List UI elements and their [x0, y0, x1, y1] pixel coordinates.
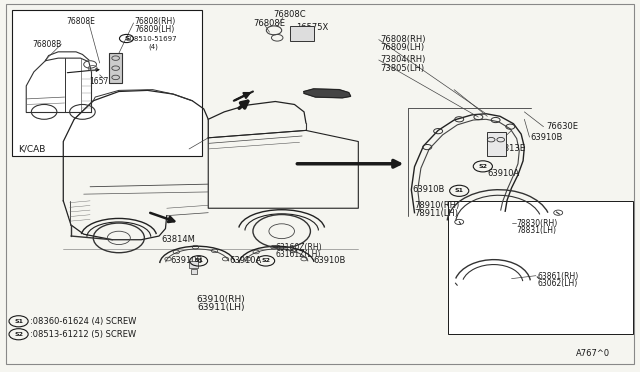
Bar [290, 26, 314, 41]
Text: S2: S2 [14, 332, 23, 337]
Text: 63814M: 63814M [162, 235, 195, 244]
Text: 76808E: 76808E [253, 19, 285, 28]
Text: 76808E: 76808E [66, 17, 95, 26]
Text: 63910B: 63910B [413, 185, 445, 194]
Text: (4): (4) [149, 44, 159, 50]
Bar [12, 10, 202, 156]
Bar [191, 269, 197, 274]
Text: 78910(RH): 78910(RH) [415, 201, 460, 210]
Text: 73804(RH): 73804(RH) [381, 55, 426, 64]
Text: 76809(LH): 76809(LH) [381, 43, 425, 52]
Bar [448, 201, 633, 334]
Text: S1: S1 [454, 188, 464, 193]
Text: 76808C: 76808C [273, 10, 306, 19]
Text: 73805(LH): 73805(LH) [381, 64, 425, 73]
Text: 76808B: 76808B [33, 40, 62, 49]
Text: 63813E: 63813E [493, 144, 525, 153]
Text: 16575X: 16575X [296, 23, 328, 32]
Text: 63910A: 63910A [229, 256, 262, 265]
Text: 63910B: 63910B [531, 132, 563, 142]
Text: 76630E: 76630E [546, 122, 578, 131]
Text: :08513-61212 (5) SCREW: :08513-61212 (5) SCREW [30, 330, 136, 339]
Text: K/CAB: K/CAB [19, 144, 46, 153]
Text: 63910B: 63910B [170, 256, 202, 265]
Bar [189, 261, 198, 267]
Text: 63161Z(LH): 63161Z(LH) [275, 250, 321, 259]
Text: 76808(RH): 76808(RH) [135, 17, 176, 26]
Text: S1: S1 [14, 319, 23, 324]
Text: 76808(RH): 76808(RH) [381, 35, 426, 44]
Text: 63911(LH): 63911(LH) [197, 303, 244, 312]
Text: 78830(RH): 78830(RH) [516, 219, 558, 228]
Bar [487, 132, 506, 156]
Polygon shape [304, 89, 351, 98]
Text: S2: S2 [478, 164, 487, 169]
Text: 78911(LH): 78911(LH) [415, 209, 458, 218]
Text: 63910A: 63910A [487, 169, 520, 177]
Text: 16575X: 16575X [89, 77, 118, 86]
Text: 63062(LH): 63062(LH) [537, 279, 577, 288]
Text: 63160Z(RH): 63160Z(RH) [275, 243, 322, 251]
Text: 76809(LH): 76809(LH) [135, 25, 175, 34]
Bar [109, 53, 122, 83]
Text: S2: S2 [261, 259, 270, 263]
Text: 63910(RH): 63910(RH) [196, 295, 245, 304]
Text: 63910B: 63910B [314, 256, 346, 265]
Text: :08360-61624 (4) SCREW: :08360-61624 (4) SCREW [30, 317, 136, 326]
Text: S1: S1 [194, 259, 203, 263]
Text: 78831(LH): 78831(LH) [516, 226, 557, 235]
Text: S: S [124, 36, 129, 41]
Text: A767^0: A767^0 [575, 349, 609, 358]
Text: 63861(RH): 63861(RH) [537, 272, 579, 281]
Text: S08510-51697: S08510-51697 [125, 36, 177, 42]
